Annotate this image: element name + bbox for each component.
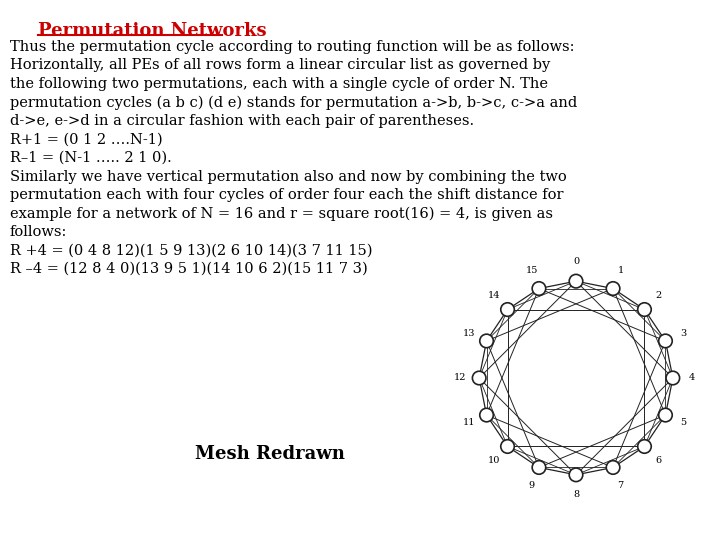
Circle shape [480,334,493,348]
Circle shape [659,408,672,422]
Circle shape [532,461,546,474]
Text: 5: 5 [680,418,686,427]
Text: 10: 10 [487,456,500,464]
Text: example for a network of N = 16 and r = square root(16) = 4, is given as: example for a network of N = 16 and r = … [10,206,553,221]
Text: 3: 3 [680,329,686,338]
Circle shape [570,468,582,482]
Circle shape [638,303,652,316]
Text: 9: 9 [528,481,534,490]
Text: d->e, e->d in a circular fashion with each pair of parentheses.: d->e, e->d in a circular fashion with ea… [10,114,474,128]
Circle shape [532,282,546,295]
Circle shape [570,274,582,288]
Circle shape [480,408,493,422]
Text: Horizontally, all PEs of all rows form a linear circular list as governed by: Horizontally, all PEs of all rows form a… [10,58,550,72]
Text: 8: 8 [573,490,579,499]
Text: 7: 7 [617,481,624,490]
Circle shape [500,440,514,453]
Text: R–1 = (N-1 ….. 2 1 0).: R–1 = (N-1 ….. 2 1 0). [10,151,172,165]
Text: 0: 0 [573,257,579,266]
Text: R +4 = (0 4 8 12)(1 5 9 13)(2 6 10 14)(3 7 11 15): R +4 = (0 4 8 12)(1 5 9 13)(2 6 10 14)(3… [10,244,372,258]
Circle shape [472,371,486,385]
Text: R –4 = (12 8 4 0)(13 9 5 1)(14 10 6 2)(15 11 7 3): R –4 = (12 8 4 0)(13 9 5 1)(14 10 6 2)(1… [10,262,368,276]
Text: 2: 2 [655,292,661,300]
Circle shape [606,461,620,474]
Text: 12: 12 [454,374,466,382]
Text: 1: 1 [617,266,624,275]
Text: 6: 6 [655,456,661,464]
Text: Thus the permutation cycle according to routing function will be as follows:: Thus the permutation cycle according to … [10,40,575,54]
Text: Similarly we have vertical permutation also and now by combining the two: Similarly we have vertical permutation a… [10,170,567,184]
Text: permutation cycles (a b c) (d e) stands for permutation a->b, b->c, c->a and: permutation cycles (a b c) (d e) stands … [10,96,577,110]
Circle shape [638,440,652,453]
Circle shape [659,334,672,348]
Text: 4: 4 [689,374,696,382]
Text: Mesh Redrawn: Mesh Redrawn [195,445,345,463]
Text: 14: 14 [487,292,500,300]
Text: permutation each with four cycles of order four each the shift distance for: permutation each with four cycles of ord… [10,188,564,202]
Circle shape [606,282,620,295]
Text: the following two permutations, each with a single cycle of order N. The: the following two permutations, each wit… [10,77,548,91]
Text: follows:: follows: [10,225,68,239]
Text: 15: 15 [526,266,538,275]
Text: Permutation Networks: Permutation Networks [38,22,266,40]
Text: 13: 13 [462,329,475,338]
Text: 11: 11 [462,418,475,427]
Circle shape [500,303,514,316]
Circle shape [666,371,680,385]
Text: R+1 = (0 1 2 ….N-1): R+1 = (0 1 2 ….N-1) [10,132,163,146]
